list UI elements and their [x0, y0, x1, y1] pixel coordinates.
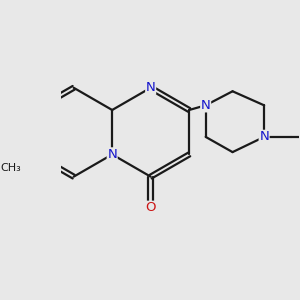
Text: N: N — [259, 130, 269, 143]
Text: N: N — [107, 148, 117, 161]
Text: CH₃: CH₃ — [0, 163, 21, 173]
Text: N: N — [201, 99, 211, 112]
Text: O: O — [146, 201, 156, 214]
Text: N: N — [146, 81, 155, 94]
